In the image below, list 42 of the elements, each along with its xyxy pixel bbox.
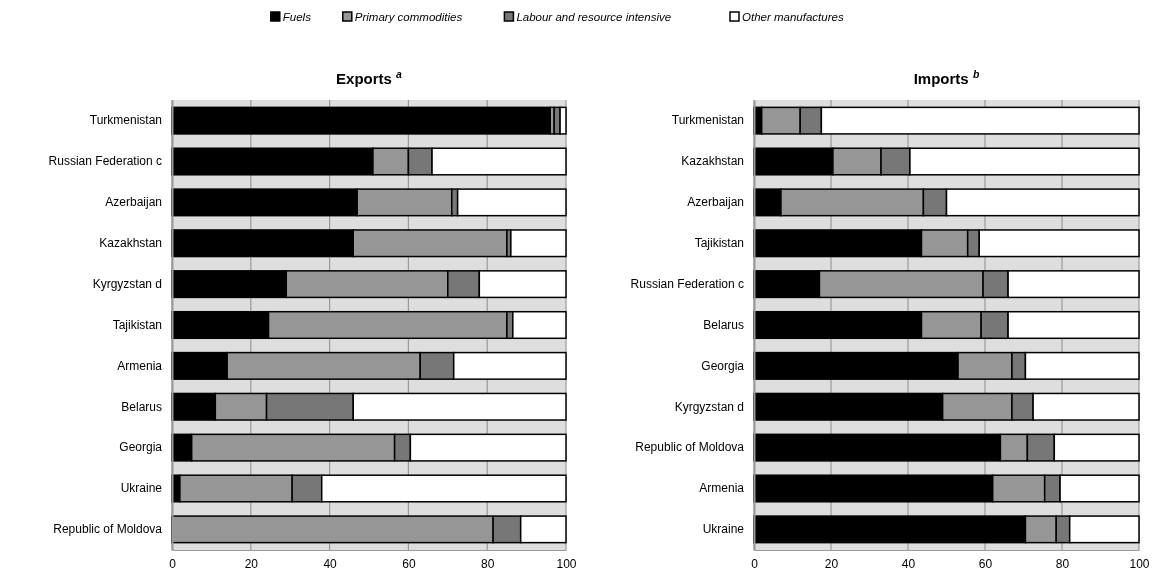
y-tick-label: Belarus — [703, 317, 744, 332]
legend-label: Primary commodities — [354, 11, 463, 23]
y-tick-label: Tajikistan — [694, 236, 744, 251]
x-tick-label: 100 — [1129, 556, 1150, 571]
y-tick-label: Russian Federation c — [48, 154, 162, 169]
bar — [171, 106, 551, 135]
x-tick-label: 0 — [169, 556, 177, 571]
y-tick-label: Azerbaijan — [687, 195, 744, 210]
y-tick-label: Russian Federation c — [630, 276, 744, 291]
x-tick-label: 20 — [244, 556, 259, 571]
x-tick-label: 60 — [402, 556, 416, 571]
y-tick-label: Ukraine — [120, 481, 163, 496]
y-tick-label: Georgia — [119, 440, 163, 455]
chart-title: Imports $^{b}$ — [913, 68, 980, 87]
y-tick-label: Belarus — [121, 399, 162, 414]
bar — [510, 229, 567, 258]
y-tick-label: Kyrgyzstan d — [92, 276, 162, 291]
x-tick-label: 40 — [323, 556, 338, 571]
y-tick-label: Kazakhstan — [681, 154, 744, 169]
y-tick-label: Republic of Moldova — [635, 440, 745, 455]
y-tick-label: Armenia — [699, 481, 745, 496]
y-tick-label: Kyrgyzstan d — [674, 399, 744, 414]
x-tick-label: 100 — [556, 556, 577, 571]
x-tick-label: 80 — [1055, 556, 1070, 571]
y-tick-label: Kazakhstan — [99, 236, 162, 251]
y-tick-label: Azerbaijan — [105, 195, 162, 210]
y-tick-label: Turkmenistan — [89, 113, 162, 128]
y-tick-label: Tajikistan — [112, 317, 162, 332]
x-tick-label: 0 — [751, 556, 759, 571]
y-tick-label: Armenia — [117, 358, 163, 373]
y-tick-label: Ukraine — [702, 522, 745, 537]
legend-label: Labour and resource intensive — [516, 11, 672, 23]
y-tick-label: Georgia — [701, 358, 745, 373]
x-tick-label: 80 — [481, 556, 495, 571]
y-tick-label: Republic of Moldova — [53, 522, 163, 537]
legend-label: Other manufactures — [742, 11, 844, 23]
legend-label: Fuels — [282, 11, 312, 23]
x-tick-label: 60 — [978, 556, 993, 571]
chart-title: Exports $^{a}$ — [336, 68, 403, 87]
y-tick-label: Turkmenistan — [671, 113, 744, 128]
x-tick-label: 40 — [901, 556, 916, 571]
x-tick-label: 20 — [824, 556, 839, 571]
